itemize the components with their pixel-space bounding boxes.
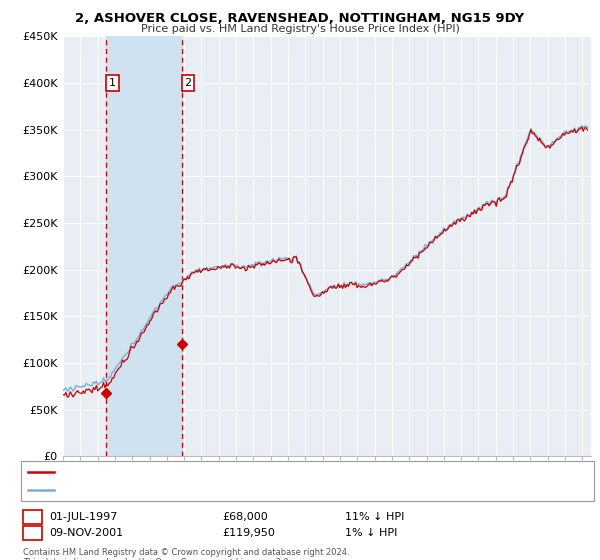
Text: 01-JUL-1997: 01-JUL-1997: [49, 512, 118, 522]
Text: 2: 2: [29, 528, 36, 538]
Bar: [106, 36, 182, 456]
Text: 2, ASHOVER CLOSE, RAVENSHEAD, NOTTINGHAM, NG15 9DY: 2, ASHOVER CLOSE, RAVENSHEAD, NOTTINGHAM…: [76, 12, 524, 25]
Text: £68,000: £68,000: [222, 512, 268, 522]
Text: Contains HM Land Registry data © Crown copyright and database right 2024.
This d: Contains HM Land Registry data © Crown c…: [23, 548, 349, 560]
Text: 09-NOV-2001: 09-NOV-2001: [49, 528, 124, 538]
Text: 2, ASHOVER CLOSE, RAVENSHEAD, NOTTINGHAM, NG15 9DY (detached house): 2, ASHOVER CLOSE, RAVENSHEAD, NOTTINGHAM…: [58, 467, 443, 477]
Text: Price paid vs. HM Land Registry's House Price Index (HPI): Price paid vs. HM Land Registry's House …: [140, 24, 460, 34]
Text: 11% ↓ HPI: 11% ↓ HPI: [345, 512, 404, 522]
Text: 2: 2: [184, 78, 191, 88]
Text: 1: 1: [109, 78, 116, 88]
Text: 1: 1: [29, 512, 36, 522]
Text: £119,950: £119,950: [222, 528, 275, 538]
Text: HPI: Average price, detached house, Gedling: HPI: Average price, detached house, Gedl…: [58, 485, 277, 495]
Text: 1% ↓ HPI: 1% ↓ HPI: [345, 528, 397, 538]
